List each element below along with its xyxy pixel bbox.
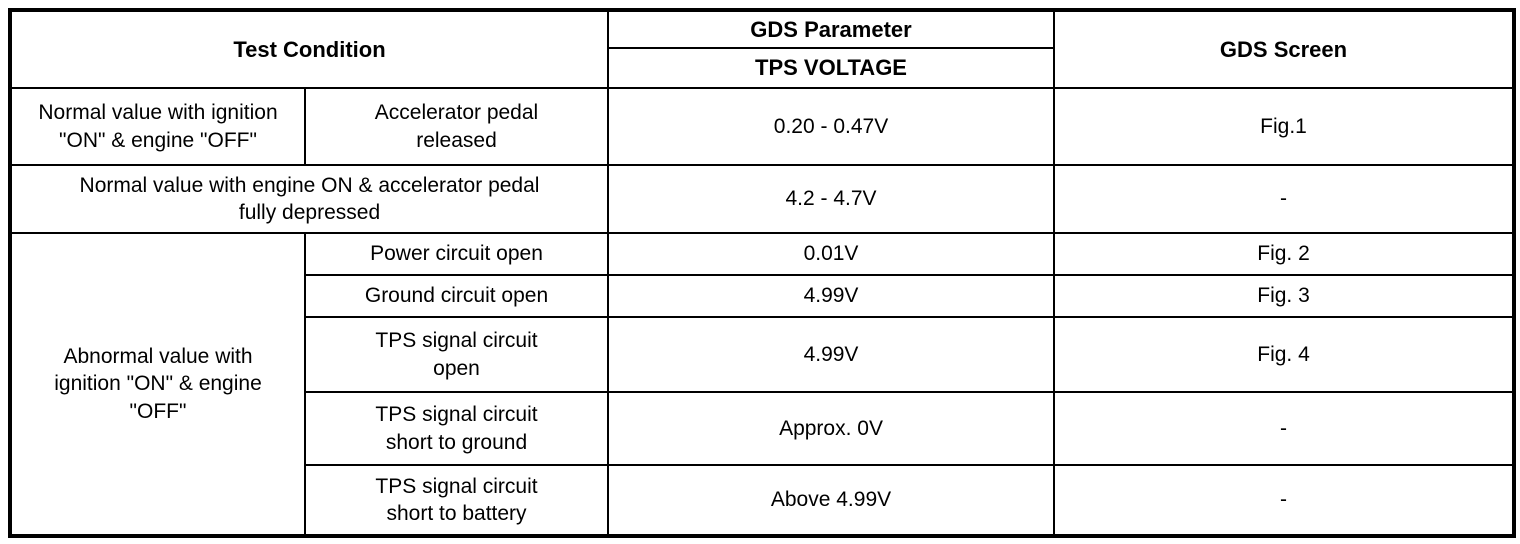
cell-detail-tps-signal-open: TPS signal circuit open <box>303 316 610 393</box>
tps-diagnostic-table: Test Condition GDS Parameter GDS Screen … <box>8 8 1517 538</box>
table-row-tps-short-ground: TPS signal circuit short to ground Appro… <box>10 391 1516 466</box>
cell-detail-power-circuit-open: Power circuit open <box>303 232 610 276</box>
cell-screen-fig4: Fig. 4 <box>1053 316 1516 393</box>
cell-screen-tps-short-ground: - <box>1053 391 1516 466</box>
cell-screen-fig2: Fig. 2 <box>1053 232 1516 276</box>
header-row-1: Test Condition GDS Parameter GDS Screen <box>8 9 1516 89</box>
header-gds-screen: GDS Screen <box>1053 9 1516 89</box>
header-test-condition: Test Condition <box>8 9 610 89</box>
table-row-tps-signal-open: TPS signal circuit open 4.99V Fig. 4 <box>10 316 1516 393</box>
cell-detail-tps-short-battery: TPS signal circuit short to battery <box>303 464 610 537</box>
table-row-normal-depressed: Normal value with engine ON & accelerato… <box>8 164 1516 234</box>
cell-condition-normal-ignition-on: Normal value with ignition "ON" & engine… <box>9 87 306 166</box>
cell-voltage-normal-depressed: 4.2 - 4.7V <box>607 164 1056 234</box>
table-row-tps-short-battery: TPS signal circuit short to battery Abov… <box>10 464 1516 537</box>
table-row-normal-released: Normal value with ignition "ON" & engine… <box>9 87 1516 166</box>
header-row-2: TPS VOLTAGE <box>10 47 1514 89</box>
cell-screen-normal-depressed: - <box>1053 164 1516 234</box>
cell-detail-ground-circuit-open: Ground circuit open <box>303 274 610 318</box>
cell-voltage-tps-signal-open: 4.99V <box>607 316 1056 393</box>
cell-voltage-ground-circuit-open: 4.99V <box>607 274 1056 318</box>
cell-screen-fig3: Fig. 3 <box>1053 274 1516 318</box>
cell-condition-engine-on-depressed: Normal value with engine ON & accelerato… <box>8 164 610 234</box>
cell-voltage-power-circuit-open: 0.01V <box>607 232 1056 276</box>
cell-voltage-tps-short-ground: Approx. 0V <box>607 391 1056 466</box>
cell-detail-tps-short-ground: TPS signal circuit short to ground <box>303 391 610 466</box>
cell-detail-accelerator-released: Accelerator pedal released <box>303 87 610 166</box>
header-tps-voltage: TPS VOLTAGE <box>607 47 1056 89</box>
table-row-power-circuit-open: Abnormal value with ignition "ON" & engi… <box>9 232 1516 537</box>
cell-screen-tps-short-battery: - <box>1053 464 1516 537</box>
header-gds-parameter: GDS Parameter <box>607 9 1056 49</box>
cell-voltage-tps-short-battery: Above 4.99V <box>607 464 1056 537</box>
cell-condition-abnormal: Abnormal value with ignition "ON" & engi… <box>9 232 306 537</box>
table-row-ground-circuit-open: Ground circuit open 4.99V Fig. 3 <box>10 274 1516 318</box>
cell-screen-fig1: Fig.1 <box>1053 87 1516 166</box>
cell-voltage-normal-released: 0.20 - 0.47V <box>607 87 1056 166</box>
